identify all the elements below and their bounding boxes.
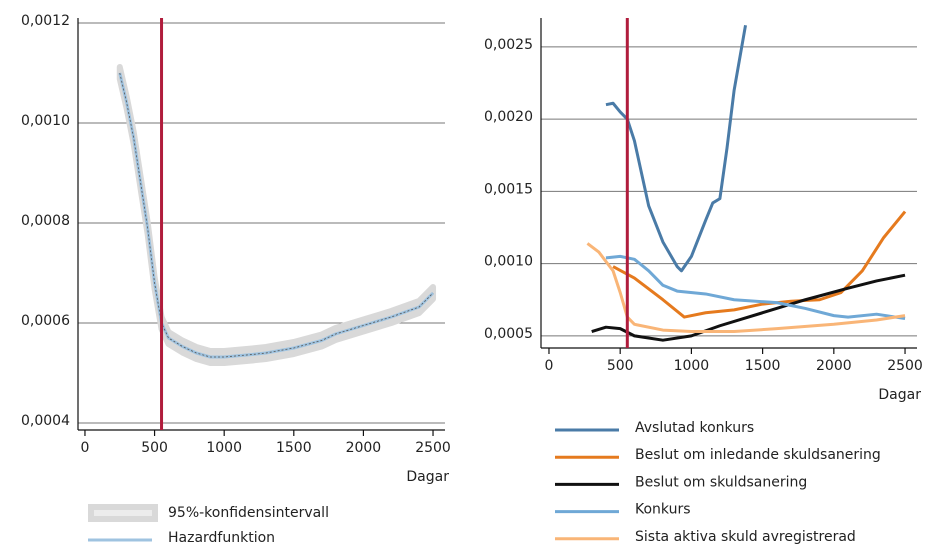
y-tick-label: 0,0005 xyxy=(484,326,533,342)
y-tick-label: 0,0010 xyxy=(21,113,70,129)
x-tick-label: 500 xyxy=(141,440,168,456)
legend-label: Avslutad konkurs xyxy=(635,420,754,436)
series-line xyxy=(612,210,907,319)
x-axis-label: Dagar xyxy=(878,387,921,403)
legend-label: Sista aktiva skuld avregistrerad xyxy=(635,529,856,545)
y-tick-label: 0,0025 xyxy=(484,37,533,53)
x-axis-label: Dagar xyxy=(406,469,449,485)
x-tick-label: 2500 xyxy=(415,440,451,456)
x-tick-label: 2000 xyxy=(346,440,382,456)
x-tick-label: 1500 xyxy=(745,358,781,374)
legend-label: Beslut om inledande skuldsanering xyxy=(635,447,881,463)
y-tick-label: 0,0015 xyxy=(484,181,533,197)
y-tick-label: 0,0020 xyxy=(484,109,533,125)
y-tick-label: 0,0008 xyxy=(21,213,70,229)
y-tick-label: 0,0012 xyxy=(21,13,70,29)
legend-swatch-inner xyxy=(94,510,152,516)
legend-label: Konkurs xyxy=(635,502,691,518)
series-line xyxy=(586,242,906,334)
series-line xyxy=(605,24,747,273)
x-tick-label: 1500 xyxy=(276,440,312,456)
x-tick-label: 1000 xyxy=(674,358,710,374)
legend-label: Beslut om skuldsanering xyxy=(635,474,807,490)
legend-label: Hazardfunktion xyxy=(168,530,275,546)
x-tick-label: 2500 xyxy=(887,358,923,374)
y-tick-label: 0,0006 xyxy=(21,313,70,329)
x-tick-label: 1000 xyxy=(206,440,242,456)
series-line xyxy=(605,254,906,321)
legend-label: 95%-konfidensintervall xyxy=(168,505,329,521)
x-tick-label: 0 xyxy=(545,358,554,374)
x-tick-label: 500 xyxy=(607,358,634,374)
x-tick-label: 0 xyxy=(81,440,90,456)
y-tick-label: 0,0004 xyxy=(21,413,70,429)
y-tick-label: 0,0010 xyxy=(484,254,533,270)
series-center xyxy=(119,72,434,358)
x-tick-label: 2000 xyxy=(816,358,852,374)
